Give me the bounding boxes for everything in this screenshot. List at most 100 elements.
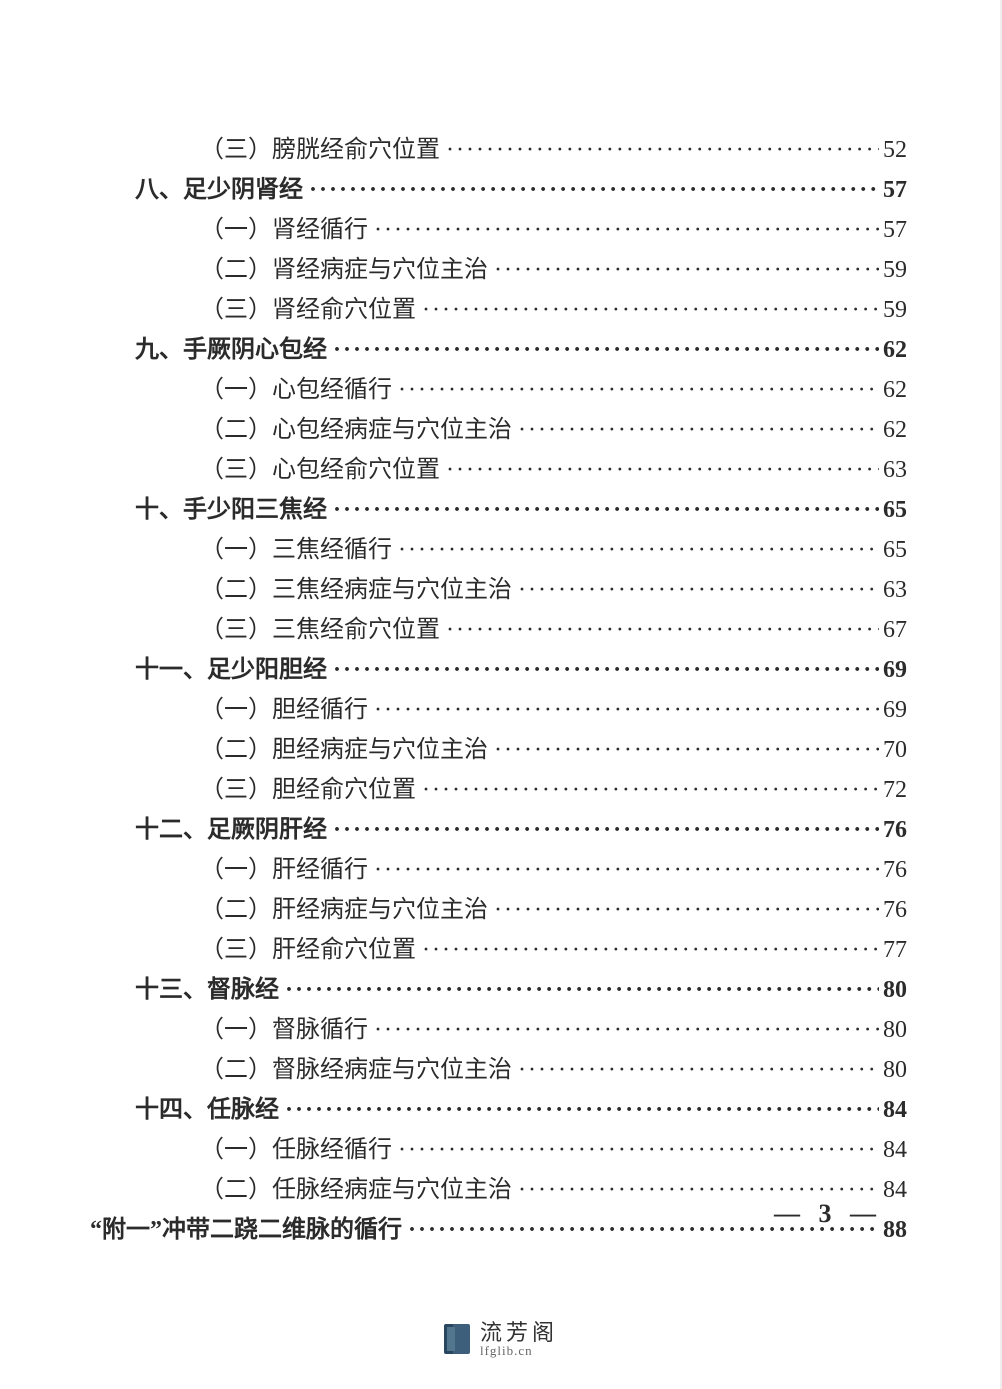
scanned-page: （三）膀胱经俞穴位置······························… [0,0,1002,1389]
toc-page-number: 76 [879,810,907,850]
toc-leaders: ········································… [392,1130,879,1170]
toc-page-number: 69 [879,690,907,730]
toc-page-number: 84 [879,1170,907,1210]
toc-page-number: 67 [879,610,907,650]
toc-label: 十、手少阳三焦经 [90,490,327,530]
toc-leaders: ········································… [327,650,879,690]
toc-page-number: 80 [879,1010,907,1050]
toc-page-number: 65 [879,490,907,530]
toc-item: （三）心包经俞穴位置······························… [90,450,907,490]
toc-page-number: 88 [879,1210,907,1250]
toc-label: （一）胆经循行 [90,690,368,730]
toc-leaders: ········································… [488,890,879,930]
toc-section: 十二、足厥阴肝经································… [90,810,907,850]
toc-label: （二）心包经病症与穴位主治 [90,410,512,450]
toc-page-number: 84 [879,1090,907,1130]
toc-label: （二）肝经病症与穴位主治 [90,890,488,930]
toc-label: （一）三焦经循行 [90,530,392,570]
toc-leaders: ········································… [368,690,879,730]
toc-leaders: ········································… [488,250,879,290]
toc-item: （二）胆经病症与穴位主治····························… [90,730,907,770]
toc-leaders: ········································… [279,1090,879,1130]
toc-label: （二）督脉经病症与穴位主治 [90,1050,512,1090]
toc-label: 十一、足少阳胆经 [90,650,327,690]
toc-item: （三）肾经俞穴位置·······························… [90,290,907,330]
toc-item: （一）三焦经循行································… [90,530,907,570]
toc-section: 十一、足少阳胆经································… [90,650,907,690]
toc-item: （一）任脉经循行································… [90,1130,907,1170]
toc-item: （二）心包经病症与穴位主治···························… [90,410,907,450]
toc-section: 八、足少阴肾经·································… [90,170,907,210]
toc-item: （一）督脉循行·································… [90,1010,907,1050]
toc-label: 八、足少阴肾经 [90,170,303,210]
footer-inner: 流芳阁 lfglib.cn [444,1322,558,1357]
toc-label: （三）三焦经俞穴位置 [90,610,440,650]
toc-leaders: ········································… [416,770,879,810]
table-of-contents: （三）膀胱经俞穴位置······························… [90,130,907,1250]
toc-item: （二）肝经病症与穴位主治····························… [90,890,907,930]
toc-item: （一）肝经循行·································… [90,850,907,890]
footer-text: 流芳阁 lfglib.cn [480,1322,558,1357]
toc-label: “附一”冲带二跷二维脉的循行 [90,1210,402,1250]
toc-label: （一）肾经循行 [90,210,368,250]
toc-label: （一）督脉循行 [90,1010,368,1050]
toc-page-number: 62 [879,370,907,410]
toc-page-number: 57 [879,170,907,210]
toc-item: （二）肾经病症与穴位主治····························… [90,250,907,290]
toc-page-number: 76 [879,850,907,890]
toc-label: （三）肝经俞穴位置 [90,930,416,970]
toc-page-number: 70 [879,730,907,770]
toc-leaders: ········································… [327,810,879,850]
toc-item: （二）三焦经病症与穴位主治···························… [90,570,907,610]
toc-item: （三）三焦经俞穴位置······························… [90,610,907,650]
toc-label: （一）心包经循行 [90,370,392,410]
toc-page-number: 76 [879,890,907,930]
toc-label: 十二、足厥阴肝经 [90,810,327,850]
toc-page-number: 80 [879,1050,907,1090]
toc-leaders: ········································… [512,570,879,610]
toc-leaders: ········································… [303,170,879,210]
toc-label: （二）肾经病症与穴位主治 [90,250,488,290]
toc-label: （二）三焦经病症与穴位主治 [90,570,512,610]
toc-leaders: ········································… [327,330,879,370]
toc-item: （二）督脉经病症与穴位主治···························… [90,1050,907,1090]
toc-leaders: ········································… [327,490,879,530]
toc-label: 十三、督脉经 [90,970,279,1010]
toc-item: （一）肾经循行·································… [90,210,907,250]
toc-page-number: 72 [879,770,907,810]
toc-leaders: ········································… [392,370,879,410]
toc-leaders: ········································… [512,410,879,450]
toc-page-number: 52 [879,130,907,170]
toc-label: 九、手厥阴心包经 [90,330,327,370]
toc-page-number: 77 [879,930,907,970]
toc-item: （一）胆经循行·································… [90,690,907,730]
toc-page-number: 69 [879,650,907,690]
toc-page-number: 57 [879,210,907,250]
toc-leaders: ········································… [440,450,879,490]
toc-label: （二）任脉经病症与穴位主治 [90,1170,512,1210]
toc-item: （三）胆经俞穴位置·······························… [90,770,907,810]
footer-url: lfglib.cn [480,1344,558,1357]
toc-page-number: 62 [879,410,907,450]
toc-leaders: ········································… [368,850,879,890]
book-icon [444,1324,470,1354]
toc-leaders: ········································… [416,290,879,330]
toc-leaders: ········································… [488,730,879,770]
toc-section: 九、手厥阴心包经································… [90,330,907,370]
toc-section: 十、手少阳三焦经································… [90,490,907,530]
footer-title: 流芳阁 [480,1322,558,1344]
toc-leaders: ········································… [416,930,879,970]
toc-page-number: 84 [879,1130,907,1170]
toc-leaders: ········································… [368,1010,879,1050]
toc-label: （一）任脉经循行 [90,1130,392,1170]
toc-page-number: 80 [879,970,907,1010]
toc-section: 十三、督脉经··································… [90,970,907,1010]
toc-label: 十四、任脉经 [90,1090,279,1130]
toc-label: （二）胆经病症与穴位主治 [90,730,488,770]
toc-leaders: ········································… [368,210,879,250]
toc-page-number: 63 [879,450,907,490]
toc-page-number: 65 [879,530,907,570]
toc-leaders: ········································… [440,610,879,650]
toc-page-number: 59 [879,250,907,290]
toc-leaders: ········································… [512,1050,879,1090]
